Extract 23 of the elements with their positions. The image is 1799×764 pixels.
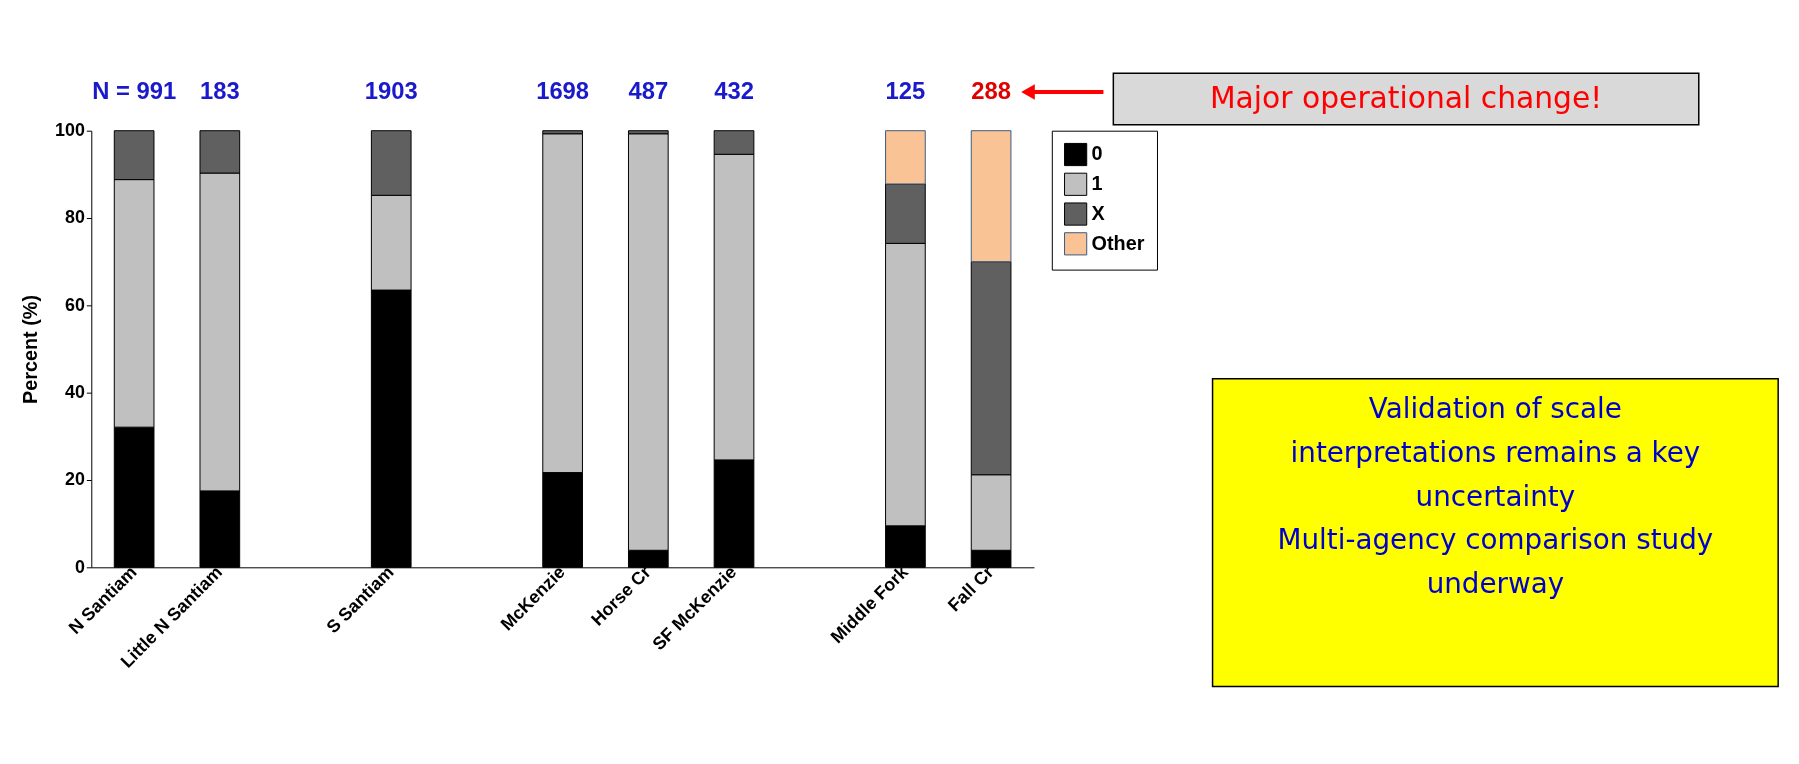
- bar: [970, 130, 1012, 263]
- y-tick-label: 80: [64, 207, 85, 228]
- bar: [885, 130, 926, 185]
- y-axis-title: Percent (%): [19, 294, 42, 405]
- legend-label: 1: [1091, 172, 1103, 195]
- text: Validation of scale interpretations remains a key uncertainty Multi-agency comparison study underway: [1277, 392, 1714, 601]
- text: Major operational change!: [1209, 79, 1603, 115]
- y-tick-label: 60: [64, 294, 85, 315]
- legend-label: Other: [1091, 231, 1145, 254]
- y-tick-label: 20: [64, 469, 85, 490]
- text: 288: [971, 76, 1011, 104]
- text: N = 991: [92, 76, 177, 104]
- text: 125: [885, 76, 926, 104]
- text: 1698: [536, 76, 590, 104]
- text: 432: [714, 76, 754, 104]
- legend-label: 0: [1091, 142, 1103, 165]
- y-tick-label: 100: [55, 120, 85, 141]
- y-tick-label: 40: [64, 382, 85, 403]
- text: 183: [199, 76, 240, 104]
- x-tick-label: Fall Cr: [944, 561, 998, 616]
- text: 487: [628, 76, 669, 104]
- legend-label: X: [1091, 202, 1106, 225]
- text: 1903: [364, 76, 418, 104]
